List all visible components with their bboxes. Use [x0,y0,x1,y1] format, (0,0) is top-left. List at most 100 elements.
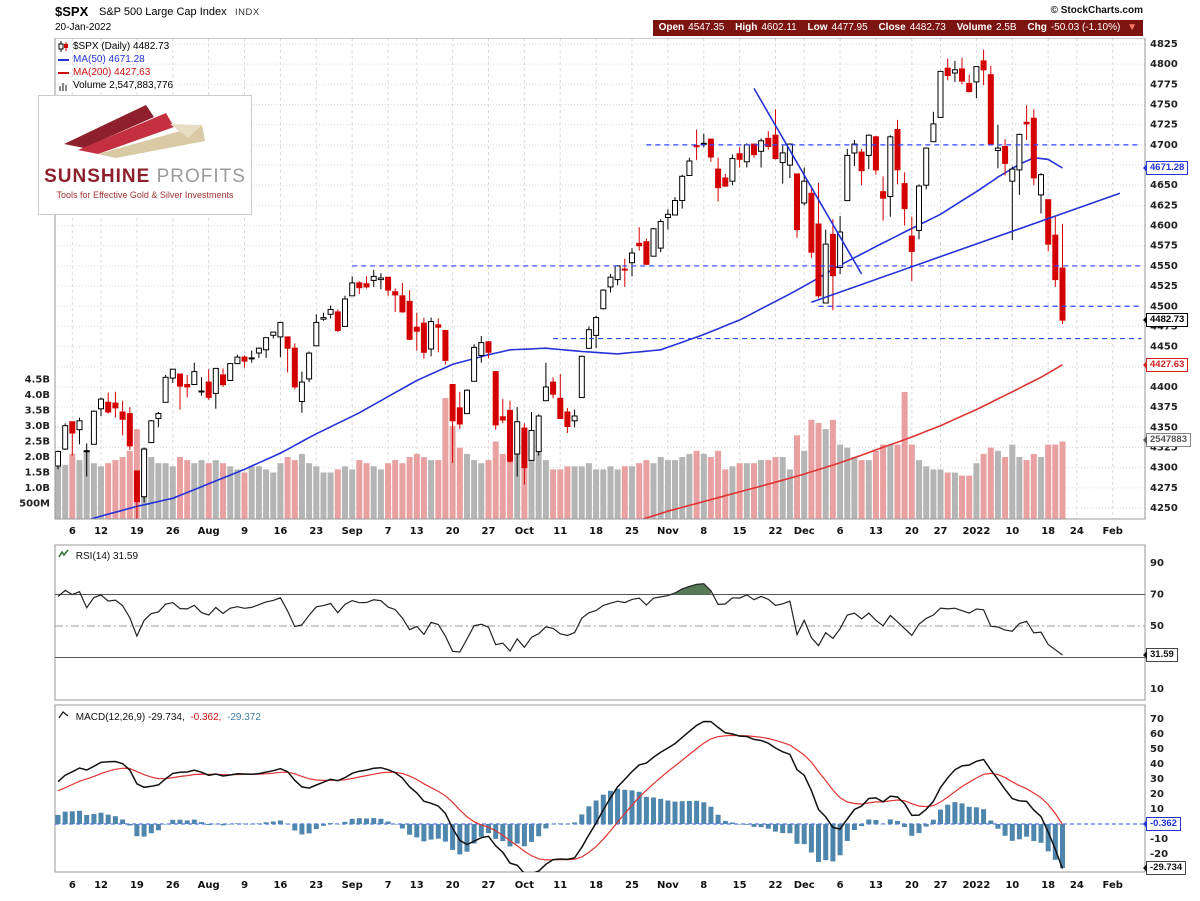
logo-arrows-icon [64,105,205,158]
svg-text:6: 6 [69,880,76,891]
sunshine-profits-logo: SUNSHINE PROFITS Tools for Effective Gol… [38,95,252,215]
logo-tagline: Tools for Effective Gold & Silver Invest… [56,190,234,200]
svg-text:3.0B: 3.0B [25,421,50,432]
svg-text:4825: 4825 [1150,39,1178,50]
svg-text:7: 7 [385,526,392,537]
volume-legend-label: Volume 2,547,883,776 [73,80,174,91]
trendline [753,87,863,275]
svg-text:Nov: Nov [657,526,679,537]
chart-canvas: 6 6 12 12 19 19 26 26 Aug Aug 9 9 16 16 23 23 Sep Sep 7 7 13… [19,38,1178,891]
svg-text:4.5B: 4.5B [25,375,50,386]
svg-text:Feb: Feb [1103,880,1123,891]
svg-text:8: 8 [700,880,707,891]
volume-bars-icon [58,80,70,91]
svg-text:13: 13 [410,880,424,891]
open-label: Open [658,22,685,33]
svg-text:20: 20 [446,526,460,537]
chart-area: 6 6 12 12 19 19 26 26 Aug Aug 9 9 16 16 23 23 Sep Sep 7 7 13… [0,38,1200,901]
svg-text:4450: 4450 [1150,342,1178,353]
macd-legend-label: MACD(12,26,9) -29.734, [75,712,185,723]
rsi-legend: RSI(14) 31.59 [58,549,138,562]
svg-text:22: 22 [769,526,783,537]
svg-text:24: 24 [1070,880,1084,891]
high-value: 4602.11 [761,22,797,33]
svg-text:Nov: Nov [657,880,679,891]
ma50-legend-label: MA(50) 4671.28 [73,54,145,65]
svg-text:27: 27 [482,880,496,891]
svg-text:20: 20 [446,880,460,891]
stockcharts-copyright-link[interactable]: © StockCharts.com [1050,5,1143,16]
volume-badge: 2547883 [1143,433,1191,447]
svg-text:50: 50 [1150,744,1164,755]
exchange-label: INDX [235,7,260,18]
svg-text:4325: 4325 [1150,442,1178,453]
svg-text:4600: 4600 [1150,221,1178,232]
svg-text:4300: 4300 [1150,463,1178,474]
logo-title: SUNSHINE PROFITS [39,167,251,187]
rsi-icon [58,549,70,559]
price-legend-label: $SPX (Daily) 4482.73 [73,41,170,52]
trendline [811,192,1121,303]
macd-value-badge: -29.734 [1142,861,1187,875]
svg-text:6: 6 [837,880,844,891]
svg-text:10: 10 [1005,880,1019,891]
svg-text:15: 15 [733,880,747,891]
rsi-legend-label: RSI(14) 31.59 [75,551,139,562]
svg-text:4725: 4725 [1150,120,1178,131]
svg-text:90: 90 [1150,558,1164,569]
svg-text:18: 18 [589,880,603,891]
candles-layer [55,49,1066,519]
svg-text:16: 16 [273,880,287,891]
svg-text:11: 11 [553,526,567,537]
volume-value: 2.5B [996,22,1017,33]
macd-signal-line [57,734,1064,861]
svg-text:50: 50 [1150,621,1164,632]
high-label: High [735,22,758,33]
svg-text:20: 20 [905,526,919,537]
rsi-overbought-fill [675,583,711,595]
svg-text:20: 20 [1150,789,1164,800]
svg-text:27: 27 [482,526,496,537]
macd-hist-legend-value: -0.362, [190,712,222,723]
svg-text:8: 8 [700,526,707,537]
svg-text:25: 25 [625,526,639,537]
svg-text:Sep: Sep [342,526,363,537]
chg-value: -50.03 (-1.10%) [1050,22,1121,33]
ma200-line [640,364,1063,519]
ma200-legend-label: MA(200) 4427.63 [73,67,151,78]
svg-text:1.5B: 1.5B [25,468,50,479]
svg-text:3.5B: 3.5B [25,406,50,417]
svg-text:4.0B: 4.0B [25,390,50,401]
svg-text:Sep: Sep [342,880,363,891]
svg-text:4700: 4700 [1150,140,1178,151]
svg-text:13: 13 [869,880,883,891]
logo-title-profits: PROFITS [156,166,246,187]
svg-text:4275: 4275 [1150,483,1178,494]
svg-text:Feb: Feb [1103,526,1123,537]
svg-text:4575: 4575 [1150,241,1178,252]
svg-text:4775: 4775 [1150,79,1178,90]
low-label: Low [807,22,828,33]
logo-title-sunshine: SUNSHINE [44,166,151,187]
svg-text:60: 60 [1150,729,1164,740]
chg-label: Chg [1027,22,1047,33]
ma50-line [88,156,1063,519]
svg-text:-20: -20 [1150,849,1168,860]
svg-text:13: 13 [410,526,424,537]
svg-text:25: 25 [625,880,639,891]
svg-text:30: 30 [1150,774,1164,785]
svg-text:15: 15 [733,526,747,537]
svg-text:23: 23 [309,880,323,891]
low-value: 4477.95 [831,22,868,33]
ma200-price-badge: 4427.63 [1142,358,1189,372]
svg-text:4525: 4525 [1150,281,1178,292]
svg-text:26: 26 [166,880,180,891]
svg-text:2022: 2022 [962,880,990,891]
macd-legend: MACD(12,26,9) -29.734, -0.362, -29.372 [58,710,261,723]
svg-text:18: 18 [1041,880,1055,891]
svg-text:Dec: Dec [794,880,815,891]
svg-text:2.0B: 2.0B [25,452,50,463]
open-value: 4547.35 [688,22,725,33]
svg-text:Aug: Aug [198,526,220,537]
svg-text:9: 9 [241,526,248,537]
